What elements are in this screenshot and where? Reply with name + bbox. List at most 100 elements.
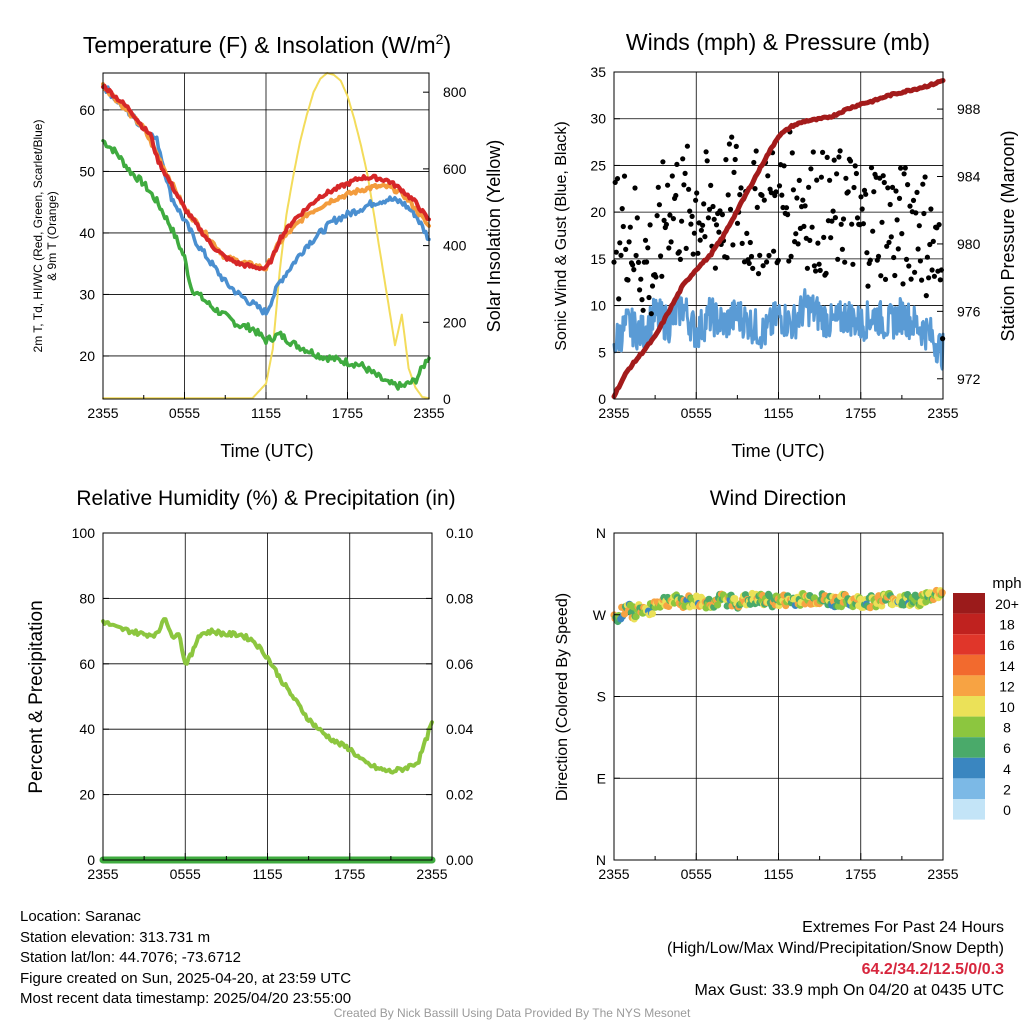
colorbar: 20+ 18 16 14 12 10 8 6 4 2 0 — [953, 593, 1019, 820]
direction-title: Wind Direction — [710, 487, 847, 510]
gust-point — [708, 182, 714, 188]
gust-point — [937, 277, 943, 283]
gust-point — [828, 235, 834, 241]
gust-point — [836, 154, 842, 160]
colorbar-swatch — [953, 737, 985, 758]
gust-point — [710, 203, 716, 210]
gust-point — [773, 189, 779, 195]
gust-point — [896, 195, 903, 201]
direction-point — [938, 589, 946, 597]
gust-point — [706, 206, 713, 212]
gust-point — [830, 208, 836, 214]
gust-point — [614, 176, 621, 182]
y2-tick-label: 0.08 — [446, 590, 473, 606]
gust-point — [698, 227, 705, 233]
gust-point — [870, 228, 876, 234]
colorbar-label: 6 — [1003, 740, 1011, 756]
wind-y2label: Station Pressure (Maroon) — [998, 130, 1018, 341]
gust-point — [634, 215, 640, 221]
y2-tick-label: 0.10 — [446, 525, 473, 541]
gust-point — [759, 192, 765, 198]
gust-point — [917, 258, 924, 264]
gust-point — [892, 272, 898, 279]
gust-point — [901, 171, 907, 177]
gust-point — [677, 256, 684, 262]
gust-point — [845, 189, 851, 195]
gust-point — [827, 177, 833, 183]
gust-point — [623, 246, 629, 252]
x-tick-label: 0555 — [681, 866, 712, 882]
gust-point — [839, 246, 846, 252]
gust-point — [730, 242, 736, 248]
gust-point — [619, 206, 625, 212]
x-tick-label: 0555 — [681, 405, 712, 421]
y-tick-label: 20 — [79, 348, 95, 364]
temperature-series — [101, 72, 431, 400]
wind-title: Winds (mph) & Pressure (mb) — [626, 29, 930, 55]
gust-point — [640, 307, 646, 313]
gust-point — [732, 156, 738, 163]
gust-point — [725, 192, 731, 198]
y-tick-label: 20 — [79, 787, 95, 803]
gust-point — [637, 287, 643, 293]
wind-series — [611, 78, 946, 399]
wind-xlabel: Time (UTC) — [731, 441, 824, 461]
x-tick-label: 1155 — [763, 405, 793, 421]
colorbar-swatch — [953, 696, 985, 717]
gust-point — [760, 263, 766, 269]
gust-point — [811, 263, 818, 269]
x-tick-label: 2355 — [927, 866, 958, 882]
gust-point — [916, 223, 922, 229]
gust-point — [693, 197, 699, 203]
gust-point — [804, 265, 811, 271]
extremes-info: Extremes For Past 24 Hours (High/Low/Max… — [667, 917, 1004, 1001]
gust-point — [656, 202, 663, 208]
gust-point — [681, 182, 687, 188]
gust-point — [738, 185, 744, 191]
gust-point — [874, 257, 880, 263]
wind-grid — [613, 72, 944, 399]
gust-point — [789, 150, 795, 156]
gust-point — [783, 205, 790, 211]
y-tick-label: 80 — [79, 590, 95, 606]
gust-point — [808, 166, 814, 172]
y-tick-label: 0 — [87, 852, 95, 868]
gust-point — [802, 203, 808, 209]
gust-point — [713, 222, 720, 228]
gust-point — [739, 240, 745, 246]
x-tick-label: 2355 — [598, 405, 629, 421]
gust-point — [747, 239, 753, 246]
gust-point — [781, 163, 787, 169]
gust-point — [644, 259, 650, 265]
colorbar-swatch — [953, 634, 985, 655]
temperature-ylabel-line1: 2m T, Td, HI/WC (Red, Green, Scarlet/Blu… — [31, 120, 45, 353]
gust-point — [647, 222, 653, 228]
gust-point — [806, 184, 812, 190]
y-tick-label: 10 — [590, 298, 606, 314]
gust-point — [834, 171, 840, 177]
gust-point — [687, 208, 693, 214]
gust-point — [927, 241, 933, 248]
gust-point — [631, 267, 637, 273]
y2-tick-label: 972 — [957, 371, 981, 387]
x-tick-label: 2355 — [413, 405, 444, 421]
gust-point — [813, 268, 819, 274]
y-tick-label: 20 — [590, 204, 606, 220]
x-tick-label: 0555 — [169, 405, 200, 421]
x-tick-label: 1155 — [252, 866, 282, 882]
colorbar-swatch — [953, 675, 985, 696]
humidity-ylabel: Percent & Precipitation — [26, 600, 47, 793]
gust-point — [673, 192, 679, 199]
gust-point — [632, 185, 638, 191]
gust-point — [793, 231, 799, 237]
gust-point — [851, 184, 857, 191]
gust-point — [766, 252, 772, 259]
gust-point — [829, 218, 835, 224]
latlon-text: Station lat/lon: 44.7076; -73.6712 — [20, 949, 242, 966]
x-tick-label: 1755 — [332, 405, 363, 421]
gust-point — [723, 157, 729, 163]
gust-point — [717, 208, 723, 214]
gust-point — [907, 203, 913, 209]
y-tick-label: W — [593, 607, 607, 623]
gust-point — [684, 143, 691, 149]
